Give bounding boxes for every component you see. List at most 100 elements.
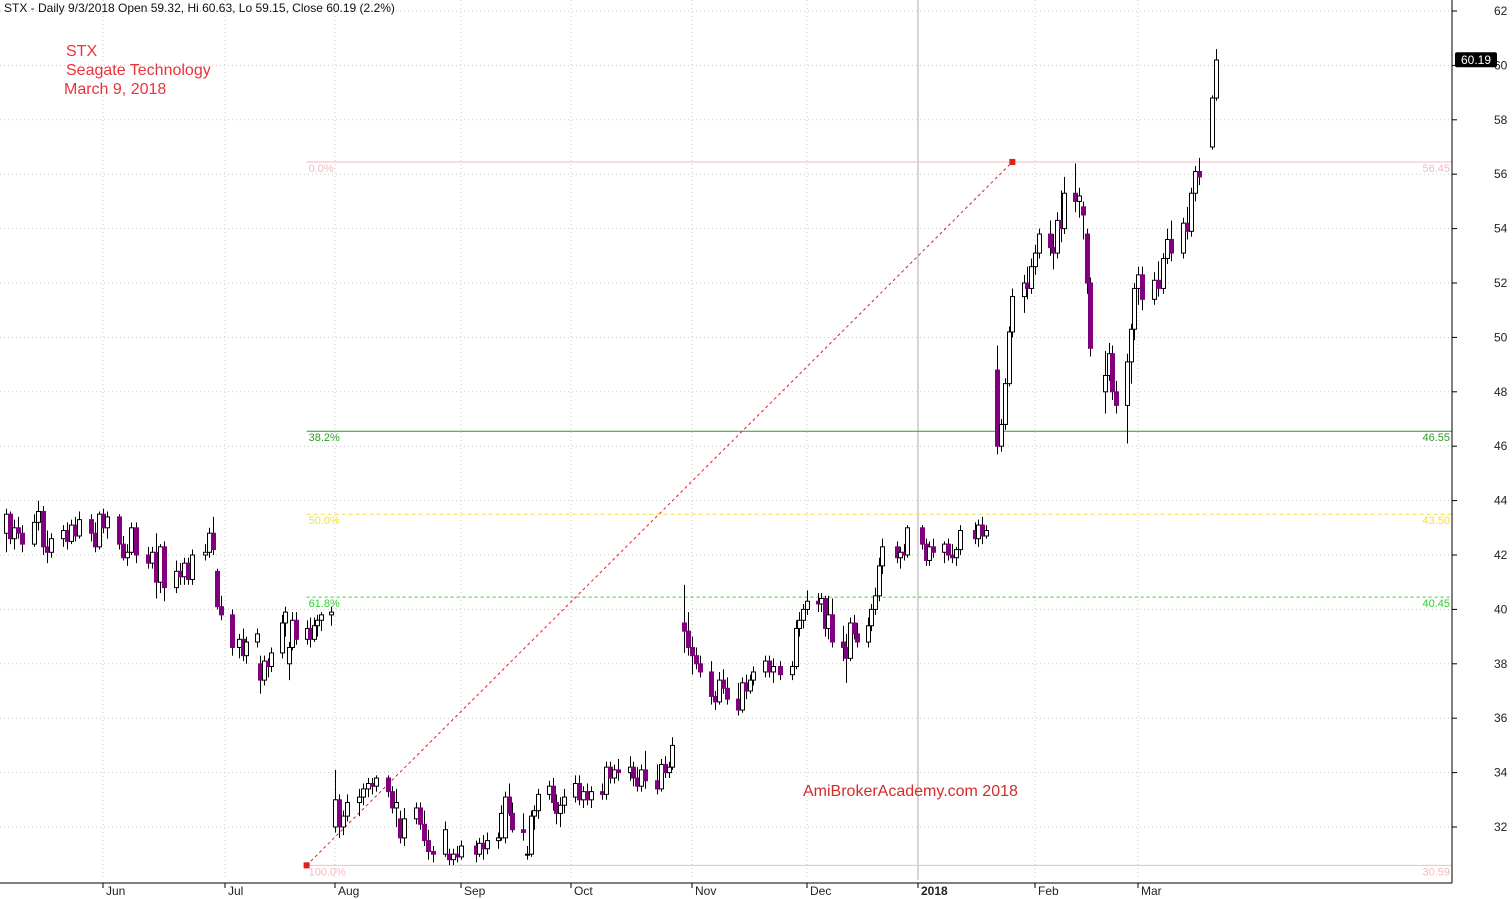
candle-body-down	[521, 829, 526, 833]
candle-body-down	[721, 679, 726, 689]
candle	[262, 655, 267, 686]
candle-body-up	[826, 614, 831, 629]
candle-body-up	[573, 782, 578, 798]
candle	[721, 669, 726, 694]
candle-body-down	[1051, 247, 1056, 254]
candle	[790, 661, 795, 681]
candle-body-down	[852, 622, 857, 635]
candle	[1197, 157, 1202, 186]
candle	[558, 797, 563, 827]
candle-body-up	[287, 646, 292, 665]
candle	[426, 829, 431, 860]
candle-body-down	[682, 622, 687, 632]
candle-body-down	[370, 782, 375, 787]
candle	[1132, 283, 1137, 341]
candle	[1062, 176, 1067, 235]
candle-body-up	[280, 622, 285, 654]
candle	[670, 737, 675, 770]
candle-body-down	[643, 769, 648, 782]
candle	[717, 671, 722, 705]
candle	[41, 506, 46, 555]
candle	[744, 674, 749, 700]
ticker-label: STX	[66, 43, 97, 60]
company-label: Seagate Technology	[66, 62, 211, 79]
candle-body-down	[844, 646, 849, 659]
x-tick-label: 2018	[921, 884, 948, 898]
candle	[877, 557, 882, 602]
candle	[105, 511, 110, 539]
candle	[287, 642, 292, 681]
candle	[713, 691, 718, 711]
candle-body-down	[1197, 170, 1202, 178]
y-tick-label: 34	[1494, 766, 1508, 780]
candle-body-up	[1029, 266, 1034, 289]
candle	[1077, 187, 1082, 218]
candle	[547, 780, 552, 800]
candle-body-up	[1210, 97, 1215, 148]
candle-body-up	[639, 769, 644, 787]
candle	[65, 522, 70, 550]
candle	[1185, 206, 1190, 240]
candle	[763, 655, 768, 678]
candle	[386, 775, 391, 798]
candle	[532, 805, 537, 830]
candle	[315, 614, 320, 637]
candle-body-up	[1152, 279, 1157, 300]
candle-body-down	[980, 524, 985, 537]
candle	[698, 655, 703, 678]
candle-body-down	[154, 551, 159, 583]
candle	[581, 786, 586, 808]
candle	[402, 807, 407, 847]
candle	[394, 788, 399, 827]
candle	[146, 546, 151, 569]
fib-value-label: 56.45	[1422, 163, 1450, 175]
candles	[4, 49, 1219, 866]
candle	[69, 519, 74, 545]
x-tick-label: Aug	[338, 884, 359, 898]
candle	[748, 674, 753, 694]
candle-body-down	[294, 619, 299, 640]
candle-body-up	[604, 766, 609, 795]
candle-body-up	[532, 810, 537, 817]
candle	[1110, 345, 1115, 400]
candle-body-down	[422, 823, 427, 842]
candle	[1103, 351, 1108, 414]
candle-body-down	[510, 812, 515, 831]
x-tick-label: Jul	[228, 884, 243, 898]
header-info: STX - Daily 9/3/2018 Open 59.32, Hi 60.6…	[4, 1, 395, 15]
candle-body-down	[655, 780, 660, 790]
candle-body-down	[931, 546, 936, 553]
candle	[1048, 220, 1053, 256]
candle	[398, 810, 403, 844]
candle	[805, 590, 810, 615]
candle-body-up	[329, 611, 334, 616]
candle	[655, 764, 660, 795]
candle	[536, 788, 541, 819]
candle	[431, 846, 436, 863]
candle	[1156, 261, 1161, 297]
candle	[496, 832, 501, 849]
trend-anchor-high	[1009, 158, 1016, 165]
candle	[954, 546, 959, 566]
candle	[507, 783, 512, 817]
candle-body-down	[507, 796, 512, 814]
candle-body-up	[1010, 296, 1015, 333]
candle	[447, 848, 452, 866]
candle-body-up	[496, 837, 501, 842]
candle-body-up	[1125, 361, 1130, 406]
candle	[631, 761, 636, 787]
candle	[844, 633, 849, 683]
fib-pct-label: 50.0%	[309, 515, 340, 527]
candle-body-up	[69, 524, 74, 542]
candle-body-up	[1077, 195, 1082, 202]
candle	[20, 525, 25, 553]
candle	[725, 677, 730, 705]
candle-body-up	[61, 530, 66, 540]
candle	[182, 557, 187, 585]
candle-body-down	[709, 671, 714, 697]
candle-body-down	[390, 791, 395, 809]
candle	[150, 546, 155, 569]
candle	[418, 802, 423, 830]
